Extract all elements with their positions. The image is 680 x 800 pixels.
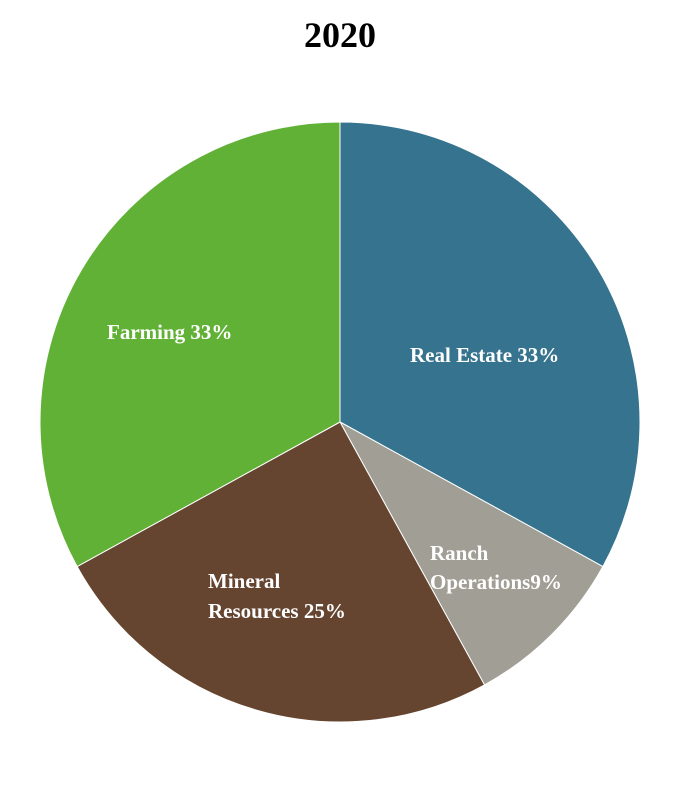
slice-label-farming: Farming 33% xyxy=(107,320,232,344)
pie-slice-farming xyxy=(39,121,341,568)
slice-label-mineral-resources: Mineral Resources 25% xyxy=(208,569,346,623)
slice-label-ranch-operations: Ranch Operations9% xyxy=(430,541,562,594)
pie-slice-ranch-operations xyxy=(338,420,604,686)
pie-slice-mineral-resources xyxy=(76,421,486,723)
slice-label-real-estate: Real Estate 33% xyxy=(410,343,559,367)
pie-slice-real-estate xyxy=(339,121,641,568)
chart-title: 2020 xyxy=(304,15,376,55)
